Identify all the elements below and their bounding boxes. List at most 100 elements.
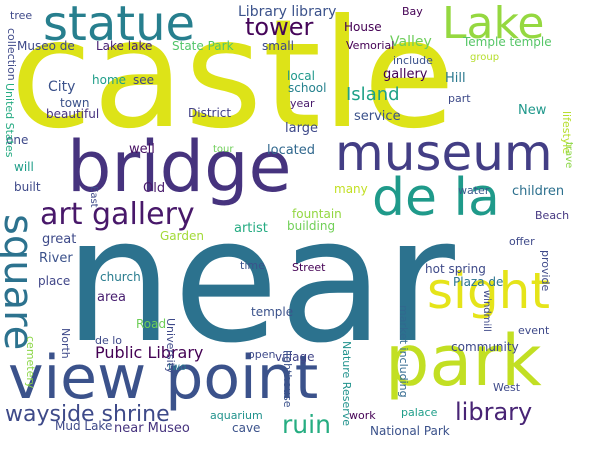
word-de-la: de la [372, 168, 500, 228]
word-ruin: ruin [282, 410, 331, 439]
word-palace: palace [401, 406, 438, 419]
word-sight: sight [427, 262, 550, 320]
word-will: will [14, 160, 34, 174]
word-local: local [287, 69, 315, 83]
word-aquarium: aquarium [210, 409, 263, 422]
word-west: West [493, 381, 521, 394]
word-state-park: State Park [172, 39, 234, 53]
word-road: Road [136, 317, 167, 331]
word-water: water [458, 184, 490, 197]
word-park: park [385, 320, 542, 402]
word-temple-temple: Temple temple [463, 35, 552, 49]
word-open: open [248, 348, 276, 361]
word-community: community [451, 340, 519, 354]
word-near-museo: near Museo [114, 421, 190, 436]
word-see: see [133, 73, 155, 87]
word-library-library: Library library [238, 4, 337, 20]
word-small: small [262, 39, 294, 53]
word-area: area [97, 290, 126, 305]
word-art-gallery: art gallery [40, 197, 195, 232]
word-view-point: view point [8, 343, 319, 413]
word-group: group [470, 52, 500, 63]
word-house: House [344, 20, 382, 34]
word-one: one [6, 133, 29, 147]
word-street: Street [292, 261, 326, 274]
word-collection: collection [5, 28, 18, 81]
word-many: many [334, 182, 368, 196]
word-de-lo: de lo [95, 334, 123, 347]
word-cemetery: cemetery [24, 336, 37, 389]
word-work: work [349, 409, 376, 422]
word-village: village [275, 350, 315, 364]
word-event: event [518, 324, 550, 337]
word-windmill: windmill [481, 290, 492, 332]
word-home: home [92, 73, 127, 87]
word-hill: Hill [445, 71, 466, 86]
word-trave: trave [563, 142, 574, 169]
word-located: located [267, 143, 316, 158]
word-nature-reserve: Nature Reserve [340, 341, 353, 427]
word-north: North [59, 328, 72, 359]
word-fountain: fountain [292, 207, 342, 221]
word-children: children [512, 184, 565, 199]
word-artist: artist [234, 221, 268, 236]
word-new: New [518, 103, 547, 118]
word-near: near [64, 180, 455, 381]
word-island: Island [346, 84, 400, 105]
word-museum: museum [335, 124, 553, 182]
word-united-states: United States [3, 83, 16, 158]
word-statue: statue [43, 0, 196, 52]
word-time: time [240, 259, 265, 272]
word-bridge: bridge [67, 126, 292, 208]
word-part: part [448, 92, 471, 105]
word-provide: provide [539, 250, 552, 292]
word-great: great [42, 232, 77, 247]
word-tour: tour [213, 144, 234, 155]
word-district: District [188, 106, 232, 120]
word-tower: tower [245, 13, 314, 41]
word-hot-spring: hot spring [425, 262, 486, 276]
word-valley: Valley [390, 34, 432, 50]
word-tree: tree [10, 9, 33, 22]
word-include: include [393, 54, 433, 67]
word-service: service [354, 109, 401, 124]
word-university: University [164, 318, 177, 374]
word-vemorial: Vemorial [346, 39, 395, 52]
word-mud-lake: Mud Lake [55, 419, 113, 433]
word-year: year [290, 97, 315, 110]
word-castle: castle [10, 0, 456, 162]
word-lighthouse: lighthouse [281, 350, 294, 408]
word-well: well [129, 142, 155, 157]
word-place: place [38, 274, 71, 288]
word-public-library: Public Library [95, 343, 204, 362]
word-gallery: gallery [383, 67, 428, 82]
word-city: City [48, 79, 76, 95]
word-square: square [0, 214, 41, 351]
word-garden: Garden [160, 229, 204, 243]
word-museo-de: Museo de [17, 39, 75, 53]
word-lake-lake: Lake lake [96, 39, 153, 53]
word-lake: Lake [442, 0, 545, 49]
word-large: large [285, 121, 318, 136]
word-east: East [88, 186, 99, 208]
word-bay: Bay [402, 5, 423, 18]
word-plaza-de: Plaza de [453, 275, 504, 289]
word-building: building [287, 219, 336, 233]
word-beach: Beach [535, 209, 570, 222]
word-temple: temple [251, 305, 294, 319]
word-library: library [455, 398, 533, 426]
word-river: River [39, 251, 73, 266]
word-market-including: market including [397, 305, 410, 398]
word-offer: offer [509, 235, 535, 248]
word-cave: cave [232, 421, 261, 435]
word-town: town [60, 96, 90, 110]
word-national-park: National Park [370, 424, 450, 438]
word-two: two [168, 362, 187, 373]
word-church: church [100, 270, 141, 284]
word-school: school [288, 81, 327, 95]
word-beautiful: beautiful [46, 107, 100, 121]
word-old: Old [143, 181, 166, 196]
word-wayside-shrine: wayside shrine [5, 402, 170, 427]
word-built: built [14, 180, 41, 194]
